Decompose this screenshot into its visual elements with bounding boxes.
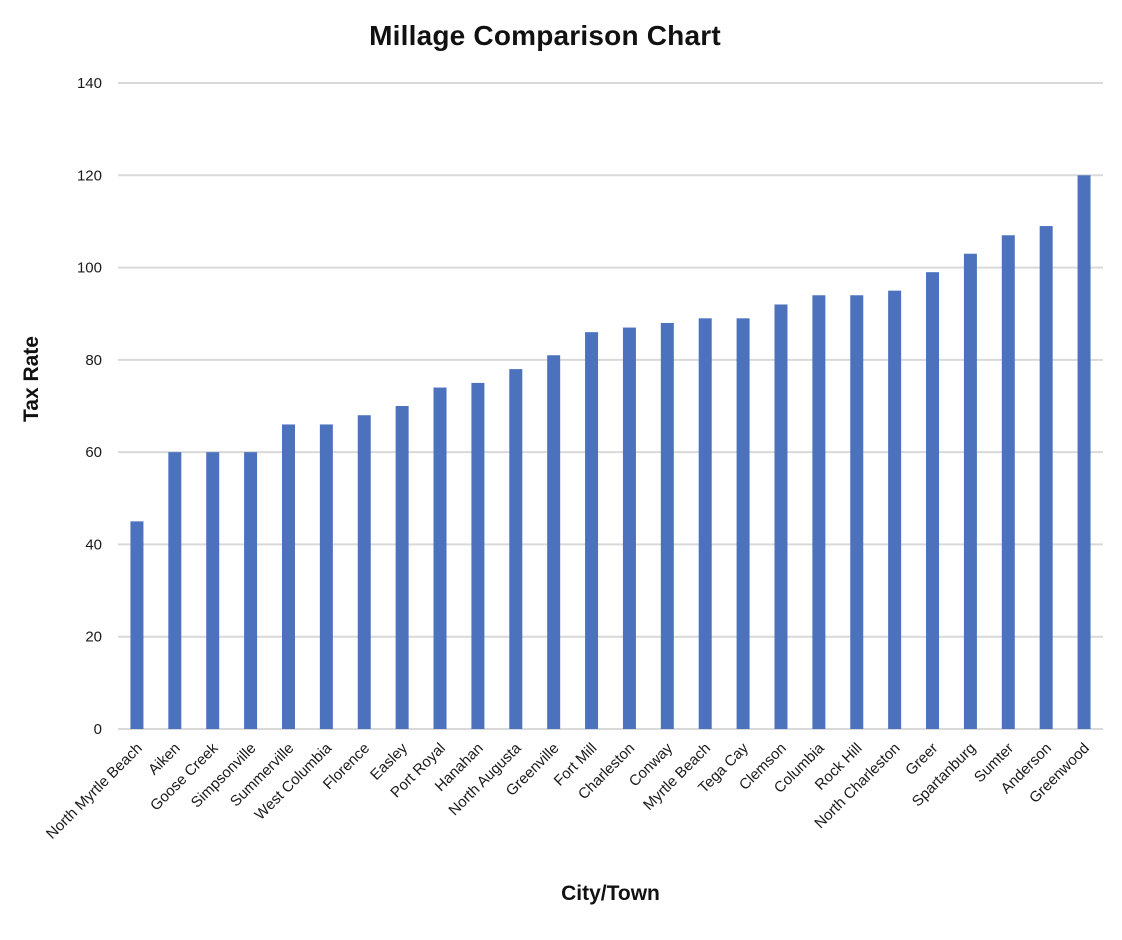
y-tick-label: 60	[85, 444, 102, 461]
bar	[698, 318, 712, 729]
y-tick-label: 0	[94, 721, 102, 738]
y-tick-label: 140	[77, 75, 102, 92]
bar	[395, 406, 409, 729]
bar	[168, 452, 182, 729]
bar	[963, 253, 977, 729]
y-tick-label: 20	[85, 629, 102, 646]
bar	[319, 424, 333, 729]
y-tick-label: 40	[85, 536, 102, 553]
bar	[130, 521, 144, 729]
bar	[926, 272, 940, 729]
y-tick-label: 120	[77, 167, 102, 184]
bar	[888, 290, 902, 729]
bar	[1039, 226, 1053, 730]
bar	[774, 304, 788, 729]
bar	[736, 318, 750, 729]
bar	[850, 295, 864, 729]
bar	[281, 424, 295, 729]
chart-title: Millage Comparison Chart	[369, 20, 721, 51]
bar	[585, 332, 599, 729]
x-axis-title: City/Town	[561, 882, 660, 905]
bar	[206, 452, 220, 729]
bar	[433, 387, 447, 729]
bar	[622, 327, 636, 729]
bar	[812, 295, 826, 729]
bar	[547, 355, 561, 729]
bar	[471, 382, 485, 729]
y-tick-label: 80	[85, 352, 102, 369]
y-tick-label: 100	[77, 260, 102, 277]
x-category-label: North Myrtle Beach	[43, 740, 146, 843]
bar	[509, 369, 523, 729]
bar	[1001, 235, 1015, 729]
bar	[1077, 175, 1091, 730]
bar	[660, 322, 674, 729]
bar	[244, 452, 258, 729]
bar	[357, 415, 371, 729]
